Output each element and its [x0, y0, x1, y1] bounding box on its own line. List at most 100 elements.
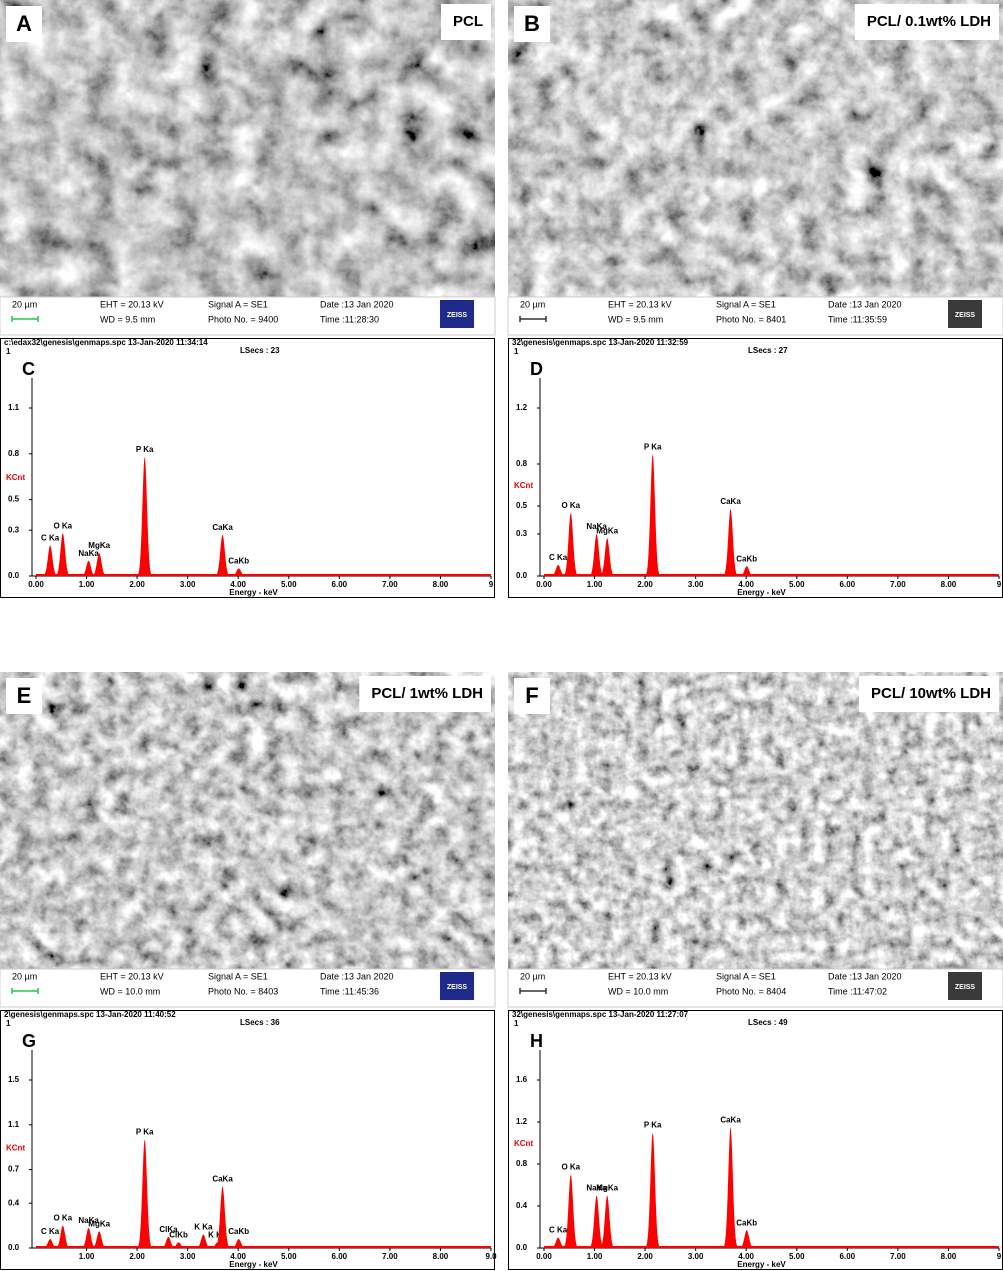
- signal: Signal A = SE1: [208, 971, 268, 981]
- time: Time :11:47:02: [828, 986, 887, 996]
- peak: [642, 1132, 663, 1248]
- peak: [212, 1186, 233, 1248]
- peak: [40, 1239, 61, 1248]
- y-axis-label: KCnt: [514, 481, 533, 490]
- peak: [134, 456, 155, 576]
- peak: [78, 1227, 99, 1248]
- y-tick-label: 1.1: [8, 403, 20, 412]
- peak-label: C Ka: [549, 1226, 568, 1235]
- x-tick-label: 5.00: [789, 580, 805, 589]
- x-tick-label: 6.00: [840, 1252, 856, 1261]
- y-tick-label: 1.2: [516, 403, 528, 412]
- peak-label: MgKa: [596, 526, 618, 535]
- x-tick-label: 8.00: [941, 580, 957, 589]
- peak-label: K Kb: [208, 1231, 227, 1240]
- x-tick-label: 1.00: [587, 1252, 603, 1261]
- panel-letter-box: [514, 678, 550, 714]
- eht: EHT = 20.13 kV: [100, 299, 164, 309]
- photo-no: Photo No. = 9400: [208, 314, 278, 324]
- date: Date :13 Jan 2020: [320, 299, 394, 309]
- wd: WD = 9.5 mm: [100, 314, 155, 324]
- peak-label: NaKa: [78, 549, 99, 558]
- peak: [89, 553, 110, 576]
- brand-box: [948, 300, 982, 328]
- scale-bar: [11, 316, 39, 322]
- brand-box: [440, 972, 474, 1000]
- peak: [168, 1242, 189, 1248]
- peak-label: O Ka: [561, 1163, 580, 1172]
- x-tick-label: 6.00: [840, 580, 856, 589]
- scale-bar: [519, 988, 547, 994]
- x-tick-label: 7.00: [890, 580, 906, 589]
- x-tick-label: 5.00: [789, 1252, 805, 1261]
- x-tick-label: 6.00: [332, 580, 348, 589]
- date: Date :13 Jan 2020: [320, 971, 394, 981]
- brand: ZEISS: [447, 984, 468, 991]
- eht: EHT = 20.13 kV: [608, 971, 672, 981]
- x-tick-label: 3.00: [180, 1252, 196, 1261]
- peak-label: O Ka: [53, 521, 72, 530]
- scale-label: 20 µm: [12, 971, 37, 981]
- peak-label: C Ka: [41, 534, 60, 543]
- peak-label: CaKb: [228, 1227, 249, 1236]
- x-tick-label: 6.00: [332, 1252, 348, 1261]
- peak-label: C Ka: [549, 553, 568, 562]
- lsecs: LSecs : 36: [240, 1018, 280, 1027]
- peak: [134, 1139, 155, 1248]
- spectrum-frame: [0, 338, 495, 598]
- x-tick-label: 0.00: [28, 580, 44, 589]
- date: Date :13 Jan 2020: [828, 971, 902, 981]
- x-axis-label: Energy - keV: [737, 588, 786, 597]
- x-tick-label: 3.00: [688, 580, 704, 589]
- peak: [736, 566, 757, 576]
- y-tick-label: 0.3: [516, 529, 528, 538]
- sem-image: [508, 672, 1003, 969]
- peak-label: P Ka: [136, 445, 154, 454]
- x-tick-label: 9: [997, 1252, 1002, 1261]
- x-tick-label: 2.00: [637, 580, 653, 589]
- peak-label: CaKb: [736, 554, 757, 563]
- x-tick-label: 9: [997, 580, 1002, 589]
- y-tick-label: 1.6: [516, 1075, 528, 1084]
- lsecs: LSecs : 49: [748, 1018, 788, 1027]
- peak: [52, 533, 73, 576]
- lsecs: LSecs : 27: [748, 346, 788, 355]
- peak-label: MgKa: [596, 1184, 618, 1193]
- x-axis-label: Energy - keV: [737, 1260, 786, 1269]
- brand: ZEISS: [447, 312, 468, 319]
- top-label: 1: [514, 1019, 519, 1028]
- panel-letter: F: [525, 683, 538, 708]
- peak-label: CaKa: [720, 1115, 741, 1124]
- panel-letter: D: [530, 359, 543, 379]
- x-tick-label: 8.00: [433, 1252, 449, 1261]
- peak-label: NaKa: [586, 522, 607, 531]
- y-tick-label: 0.0: [516, 1243, 528, 1252]
- peak-label: O Ka: [561, 501, 580, 510]
- sample-tag: PCL/ 10wt% LDH: [871, 685, 991, 702]
- panel-letter: G: [22, 1031, 36, 1051]
- photo-no: Photo No. = 8404: [716, 986, 786, 996]
- eht: EHT = 20.13 kV: [608, 299, 672, 309]
- peak: [158, 1236, 179, 1248]
- y-tick-label: 0.7: [8, 1165, 20, 1174]
- tag-box: [858, 676, 999, 712]
- y-tick-label: 1.5: [8, 1075, 20, 1084]
- y-tick-label: 0.0: [8, 1243, 20, 1252]
- peak-label: CaKa: [720, 497, 741, 506]
- y-tick-label: 0.4: [516, 1201, 528, 1210]
- y-axis-label: KCnt: [6, 473, 25, 482]
- scale-bar: [519, 316, 547, 322]
- spectrum-header: 2\genesis\genmaps.spc 13-Jan-2020 11:40:…: [4, 1010, 176, 1019]
- baseline-noise: [544, 1246, 999, 1248]
- peak: [212, 534, 233, 576]
- peak: [228, 1239, 249, 1248]
- baseline-noise: [544, 574, 999, 576]
- peak-label: P Ka: [644, 442, 662, 451]
- x-tick-label: 1.00: [79, 580, 95, 589]
- y-tick-label: 0.5: [8, 495, 20, 504]
- peak: [642, 454, 663, 576]
- time: Time :11:28:30: [320, 314, 379, 324]
- time: Time :11:45:36: [320, 986, 379, 996]
- x-tick-label: 1.00: [587, 580, 603, 589]
- peak: [560, 513, 581, 576]
